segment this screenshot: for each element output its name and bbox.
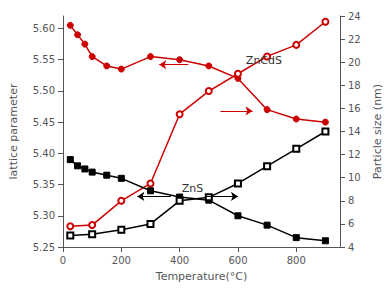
svg-text:5.40: 5.40 bbox=[33, 148, 55, 159]
svg-text:5.45: 5.45 bbox=[33, 117, 55, 128]
svg-text:6: 6 bbox=[348, 218, 354, 229]
svg-text:8: 8 bbox=[348, 195, 354, 206]
svg-text:5.30: 5.30 bbox=[33, 210, 55, 221]
svg-text:ZnS: ZnS bbox=[182, 182, 204, 195]
svg-text:4: 4 bbox=[348, 242, 354, 253]
svg-text:14: 14 bbox=[348, 126, 361, 137]
svg-text:22: 22 bbox=[348, 34, 361, 45]
svg-text:ZnCdS: ZnCdS bbox=[246, 54, 282, 67]
svg-text:18: 18 bbox=[348, 80, 361, 91]
svg-text:200: 200 bbox=[112, 255, 131, 266]
svg-text:24: 24 bbox=[348, 11, 361, 22]
svg-text:5.50: 5.50 bbox=[33, 85, 55, 96]
svg-text:lattice parameter: lattice parameter bbox=[7, 83, 20, 179]
svg-text:400: 400 bbox=[170, 255, 189, 266]
svg-text:5.25: 5.25 bbox=[33, 242, 55, 253]
svg-text:5.35: 5.35 bbox=[33, 179, 55, 190]
svg-text:12: 12 bbox=[348, 149, 361, 160]
svg-text:20: 20 bbox=[348, 57, 361, 68]
svg-text:Temperature(°C): Temperature(°C) bbox=[155, 270, 247, 283]
svg-text:16: 16 bbox=[348, 103, 361, 114]
svg-text:0: 0 bbox=[60, 255, 66, 266]
svg-text:800: 800 bbox=[287, 255, 306, 266]
svg-text:600: 600 bbox=[228, 255, 247, 266]
svg-text:10: 10 bbox=[348, 172, 361, 183]
svg-text:Particle size (nm): Particle size (nm) bbox=[371, 84, 384, 179]
svg-text:5.55: 5.55 bbox=[33, 54, 55, 65]
svg-text:5.60: 5.60 bbox=[33, 23, 55, 34]
